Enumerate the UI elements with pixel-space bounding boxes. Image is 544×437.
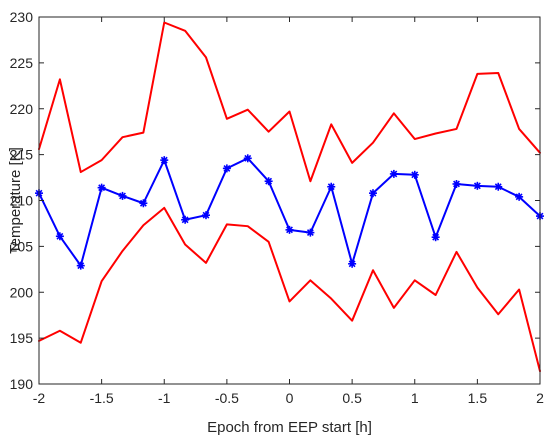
y-tick-label: 190 <box>10 376 34 392</box>
point-center <box>370 190 376 196</box>
x-tick-label: -0.5 <box>215 390 239 406</box>
series-1-point <box>389 169 398 178</box>
series-1-point <box>76 261 85 270</box>
x-tick-label: 2 <box>536 390 544 406</box>
x-tick-label: -1.5 <box>90 390 114 406</box>
series-1-point <box>55 232 64 241</box>
point-center <box>433 235 438 240</box>
axes-layer: -2 -1.5 -1 -0.5 0 0.5 1 1.5 2 190 195 200 205 210 215 2… <box>10 9 544 406</box>
point-center <box>266 179 271 184</box>
y-tick-label: 215 <box>10 147 34 163</box>
series-1-point <box>369 189 378 198</box>
point-center <box>120 193 125 199</box>
series-1-point <box>97 183 106 192</box>
x-tick-label: 1 <box>411 390 419 406</box>
series-1-point <box>306 228 315 237</box>
series-1-point <box>160 156 169 165</box>
point-center <box>516 194 522 200</box>
series-1-point <box>410 170 419 179</box>
point-center <box>141 201 146 206</box>
point-center <box>412 172 417 178</box>
point-center <box>391 171 397 177</box>
series-1-point <box>222 164 231 173</box>
series-0 <box>38 21 541 183</box>
series-1-point <box>452 179 461 188</box>
series-2 <box>38 206 541 373</box>
y-tick-label: 195 <box>10 330 34 346</box>
series-1-point <box>201 211 210 220</box>
point-center <box>308 230 313 235</box>
series-1-point <box>118 191 127 200</box>
point-center <box>162 157 167 163</box>
y-axis-label: Temperature [K] <box>7 147 24 254</box>
series-2-line <box>38 206 541 373</box>
series-1-point <box>285 225 294 234</box>
point-center <box>78 263 83 268</box>
point-center <box>475 183 480 189</box>
series-1-point <box>327 182 336 191</box>
x-axis-label: Epoch from EEP start [h] <box>207 419 372 436</box>
series-0-line <box>38 21 541 183</box>
point-center <box>99 185 104 190</box>
point-center <box>287 227 292 233</box>
x-tick-label: 1.5 <box>468 390 488 406</box>
point-center <box>182 217 188 222</box>
series-1-point <box>515 192 524 201</box>
series-1-point <box>139 199 148 208</box>
series-layer <box>35 21 544 373</box>
point-center <box>203 212 209 218</box>
series-1-point <box>243 154 252 163</box>
point-center <box>224 166 230 171</box>
point-center <box>57 234 63 239</box>
series-1 <box>35 154 544 270</box>
point-center <box>329 184 334 189</box>
series-1-point <box>348 259 357 268</box>
x-tick-label: 0 <box>286 390 294 406</box>
y-tick-label: 220 <box>10 101 34 117</box>
series-1-point <box>431 233 440 242</box>
y-tick-label: 200 <box>10 284 34 300</box>
point-center <box>454 181 459 187</box>
y-tick-label: 230 <box>10 9 34 25</box>
point-center <box>496 184 501 189</box>
series-1-point <box>473 181 482 190</box>
x-tick-label: -2 <box>33 390 46 406</box>
point-center <box>245 156 250 161</box>
series-1-point <box>181 215 190 224</box>
x-tick-label: -1 <box>158 390 171 406</box>
x-tick-label: 0.5 <box>342 390 362 406</box>
y-tick-label: 210 <box>10 193 34 209</box>
y-tick-label: 225 <box>10 55 34 71</box>
series-1-point <box>494 182 503 191</box>
point-center <box>349 261 355 267</box>
y-tick-label: 205 <box>10 238 34 254</box>
series-1-point <box>264 177 273 186</box>
